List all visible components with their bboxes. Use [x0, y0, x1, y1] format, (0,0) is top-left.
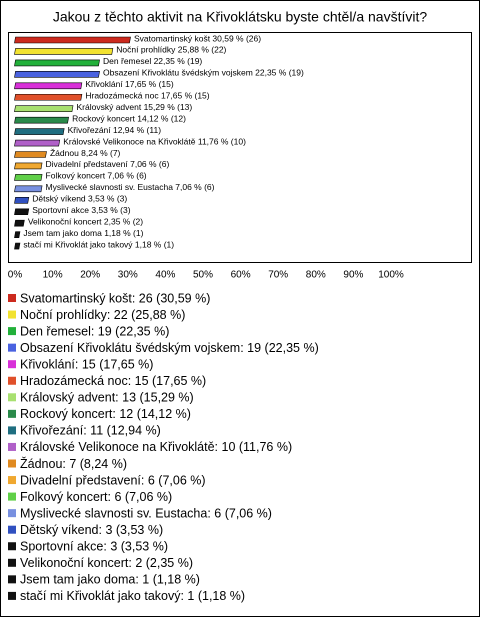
bar-label: Královský advent 15,29 % (13) [76, 102, 192, 112]
legend-label: Den řemesel: 19 (22,35 %) [20, 324, 169, 338]
legend-label: Hradozámecká noc: 15 (17,65 %) [20, 374, 206, 388]
bar [14, 93, 83, 101]
bar-label: Velikonoční koncert 2,35 % (2) [28, 216, 143, 226]
legend-swatch [8, 492, 16, 501]
bar-label: Den řemesel 22,35 % (19) [103, 56, 202, 66]
bar-label: Obsazení Křivoklátu švédským vojskem 22,… [103, 68, 304, 78]
legend-label: Noční prohlídky: 22 (25,88 %) [20, 308, 185, 322]
bar [14, 128, 65, 135]
legend-swatch [8, 442, 16, 451]
x-tick-label: 50% [193, 270, 213, 281]
legend-label: Sportovní akce: 3 (3,53 %) [20, 540, 168, 554]
legend-swatch [8, 310, 16, 319]
bar-label: Rockový koncert 14,12 % (12) [72, 113, 186, 123]
bar [14, 174, 43, 181]
x-tick-label: 20% [80, 270, 100, 281]
x-tick-label: 70% [268, 270, 288, 281]
x-tick-label: 10% [43, 270, 63, 281]
bar [14, 48, 114, 55]
legend-label: Jsem tam jako doma: 1 (1,18 %) [20, 573, 200, 587]
bar [14, 208, 30, 216]
legend-swatch [8, 426, 16, 435]
chart-title: Jakou z těchto aktivit na Křivoklátsku b… [53, 9, 428, 25]
bar-label: Svatomartinský košt 30,59 % (26) [134, 33, 261, 43]
legend-swatch [8, 393, 16, 402]
legend-label: Královský advent: 13 (15,29 %) [20, 391, 194, 405]
bar-label: Divadelní představení 7,06 % (6) [46, 159, 170, 169]
legend-swatch [8, 525, 16, 534]
legend-label: Svatomartinský košt: 26 (30,59 %) [20, 291, 210, 305]
bar [14, 197, 30, 204]
x-tick-label: 90% [343, 270, 363, 281]
legend-swatch [8, 509, 16, 518]
legend-label: Dětský víkend: 3 (3,53 %) [20, 523, 163, 537]
bar-label: Hradozámecká noc 17,65 % (15) [85, 91, 209, 101]
bar-label: stačí mi Křivoklát jako takový 1,18 % (1… [23, 239, 174, 249]
bar [14, 36, 131, 44]
bar [14, 82, 83, 90]
x-tick-label: 0% [8, 270, 23, 281]
legend-swatch [8, 343, 16, 352]
bar [14, 185, 43, 193]
bar [14, 231, 21, 238]
legend-label: Obsazení Křivoklátu švédským vojskem: 19… [20, 341, 319, 355]
bar-label: Sportovní akce 3,53 % (3) [32, 205, 130, 215]
legend-label: Rockový koncert: 12 (14,12 %) [20, 407, 191, 421]
legend-label: Divadelní představení: 6 (7,06 %) [20, 473, 206, 487]
bar-label: Myslivecké slavnosti sv. Eustacha 7,06 %… [46, 182, 215, 192]
legend-label: Křivoklání: 15 (17,65 %) [20, 357, 153, 371]
legend-label: Myslivecké slavnosti sv. Eustacha: 6 (7,… [20, 506, 272, 520]
bar-label: Královské Velikonoce na Křivoklátě 11,76… [63, 136, 246, 146]
bar [14, 219, 25, 227]
bar [14, 59, 100, 67]
legend-label: Velikonoční koncert: 2 (2,35 %) [20, 556, 193, 570]
bar [14, 242, 21, 250]
bar [14, 139, 61, 147]
legend-swatch [8, 327, 16, 336]
legend-label: Folkový koncert: 6 (7,06 %) [20, 490, 172, 504]
bar-label: Jsem tam jako doma 1,18 % (1) [23, 228, 143, 238]
bar [14, 151, 47, 158]
bar-label: Noční prohlídky 25,88 % (22) [116, 45, 226, 55]
legend-swatch [8, 409, 16, 418]
x-tick-label: 60% [231, 270, 251, 281]
legend-swatch [8, 294, 16, 302]
bar [14, 116, 69, 124]
x-tick-label: 100% [378, 270, 404, 281]
legend-swatch [8, 575, 16, 584]
x-tick-label: 40% [155, 270, 175, 281]
bar-label: Křivoklání 17,65 % (15) [85, 79, 174, 89]
legend-label: Křivořezání: 11 (12,94 %) [20, 424, 161, 438]
legend-label: Královské Velikonoce na Křivoklátě: 10 (… [20, 440, 292, 454]
legend-swatch [8, 360, 16, 369]
legend-swatch [8, 476, 16, 485]
bar [14, 71, 100, 78]
x-tick-label: 30% [118, 270, 138, 281]
bar [14, 162, 43, 170]
plot-border [8, 32, 472, 263]
bar-label: Folkový koncert 7,06 % (6) [46, 171, 147, 181]
x-tick-label: 80% [306, 270, 326, 281]
legend-label: stačí mi Křivoklát jako takový: 1 (1,18 … [20, 589, 245, 603]
bar-label: Dětský víkend 3,53 % (3) [32, 194, 127, 204]
bar [14, 105, 74, 112]
legend-swatch [8, 591, 16, 600]
bar-label: Křivořezání 12,94 % (11) [68, 125, 162, 135]
legend-swatch [8, 558, 16, 567]
legend-swatch [8, 459, 16, 468]
legend-swatch [8, 376, 16, 385]
legend-swatch [8, 542, 16, 551]
legend-label: Žádnou: 7 (8,24 %) [20, 456, 127, 471]
bar-label: Žádnou 8,24 % (7) [50, 148, 121, 158]
